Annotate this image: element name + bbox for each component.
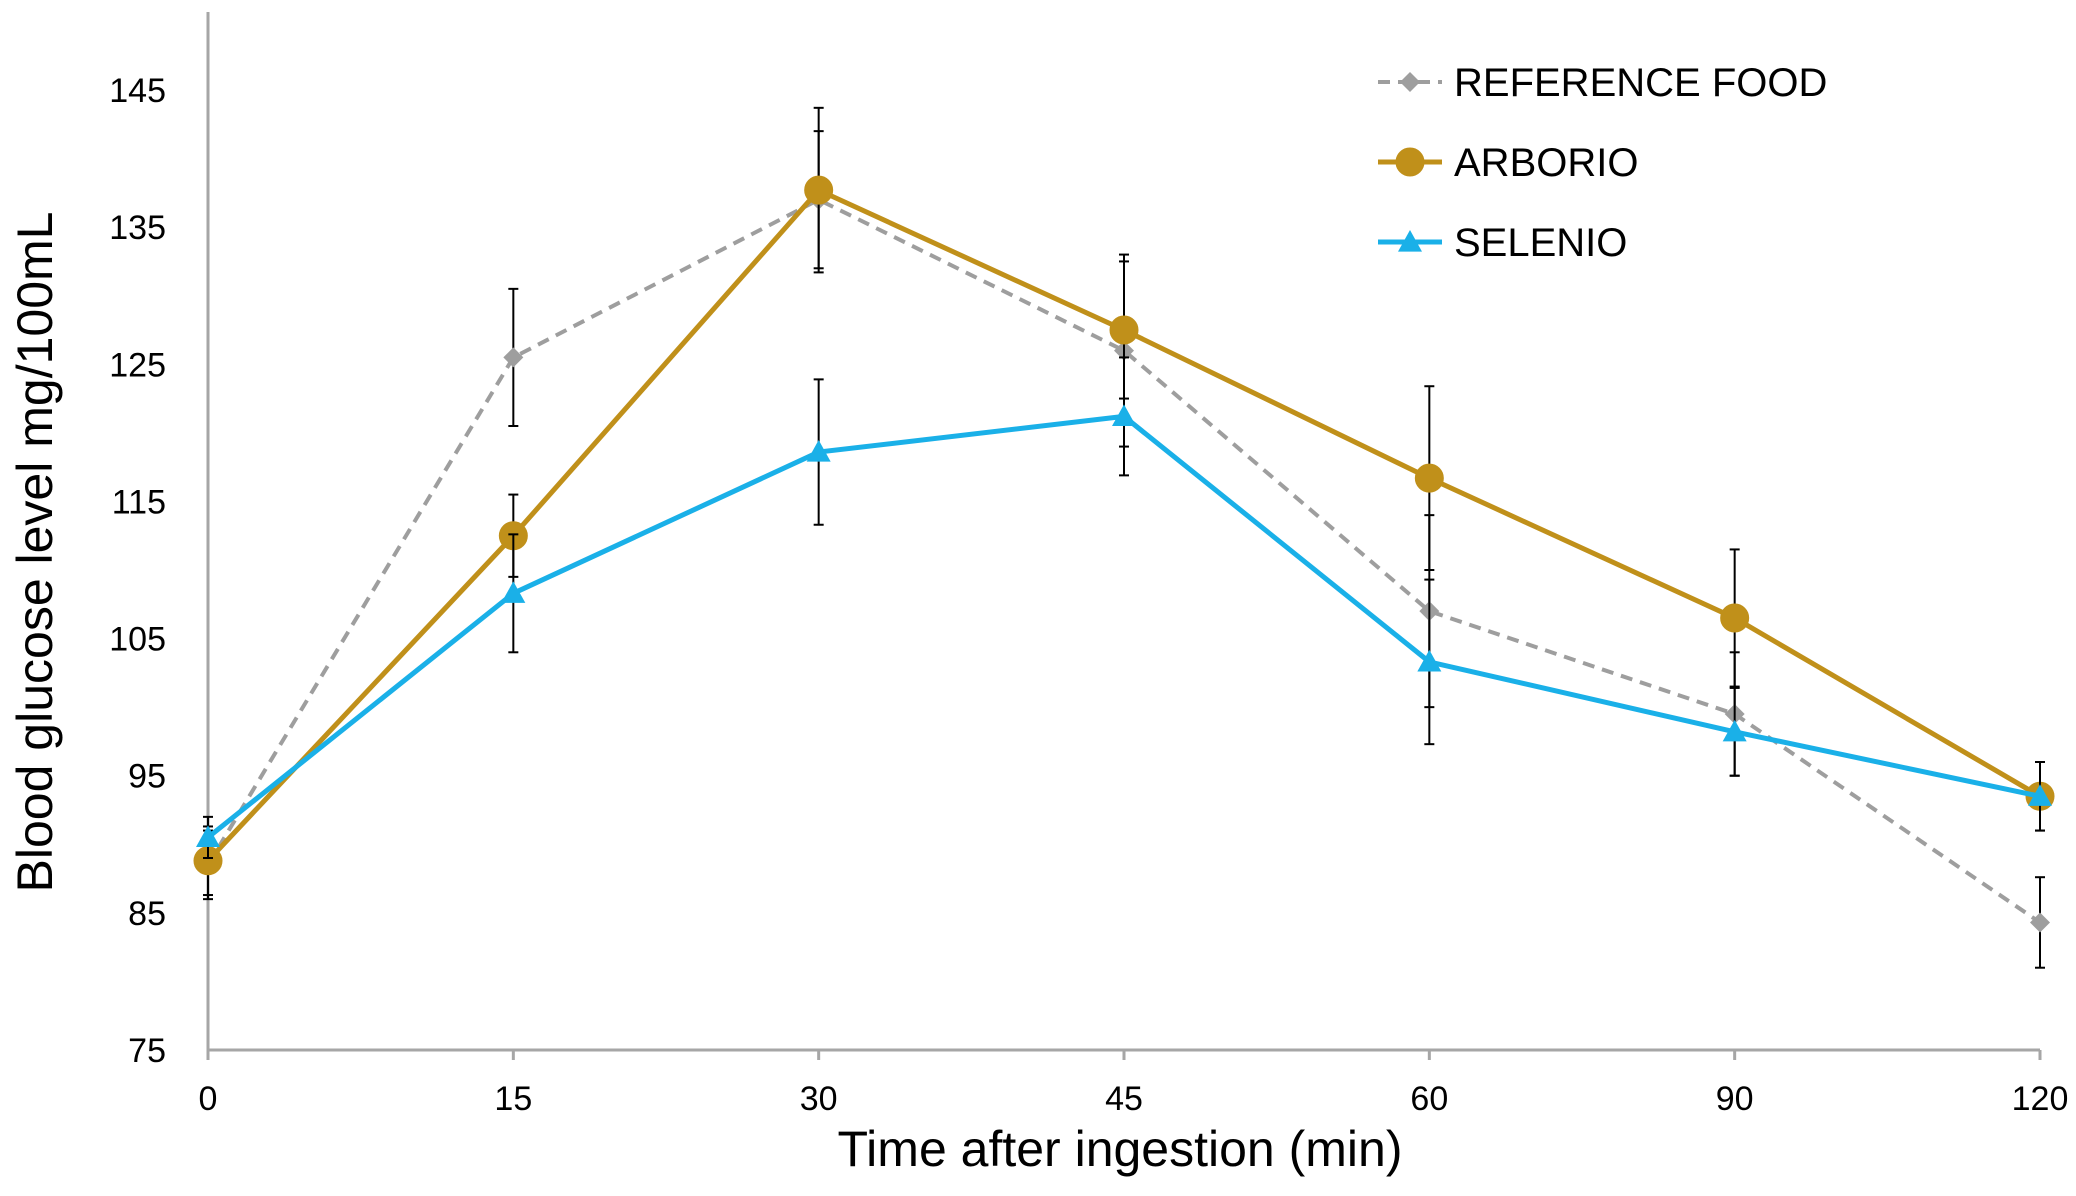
series-arborio [193,106,2055,897]
data-point [804,175,834,205]
y-tick-label: 115 [112,483,166,521]
data-point [1417,649,1442,672]
series-line [206,413,2041,840]
legend: REFERENCE FOOD ARBORIO SELENIO [1378,61,1827,265]
y-tick-label: 105 [109,621,166,659]
legend-item: REFERENCE FOOD [1378,61,1827,105]
data-point [503,347,524,368]
data-point [1414,463,1444,493]
x-axis-title: Time after ingestion (min) [838,1121,1403,1177]
y-tick-label: 95 [128,758,166,796]
y-tick-label: 125 [109,346,166,384]
x-tick-label: 60 [1410,1080,1448,1118]
series-layer [193,106,2055,969]
x-tick-label: 30 [800,1080,838,1118]
legend-item: SELENIO [1378,221,1627,265]
y-tick-label: 75 [128,1032,166,1070]
y-tick-label: 85 [128,895,166,933]
legend-item: ARBORIO [1378,141,1638,185]
x-tick-label: 15 [494,1080,532,1118]
x-tick-label: 45 [1105,1080,1143,1118]
x-axis-ticks: 0 15 30 45 60 90 120 [199,1050,2069,1118]
data-point [1109,315,1139,345]
data-point [2030,912,2050,933]
legend-label: REFERENCE FOOD [1454,61,1827,105]
x-tick-label: 90 [1716,1080,1754,1118]
data-point [2028,784,2052,806]
data-point [1722,719,1747,742]
data-point [196,825,220,848]
y-tick-label: 145 [109,72,166,110]
series-reference-food [198,130,2050,969]
legend-label: SELENIO [1454,221,1627,265]
series-selenio [196,356,2052,859]
data-point [501,581,526,603]
data-point [1720,603,1750,633]
legend-marker [1398,230,1422,252]
data-point [806,440,831,462]
x-tick-label: 120 [2012,1080,2069,1118]
legend-marker [1400,72,1420,92]
legend-marker [1395,147,1425,177]
x-tick-label: 0 [199,1080,218,1118]
y-axis-ticks: 75 85 95 105 115 125 135 145 [109,72,166,1070]
legend-label: ARBORIO [1454,141,1638,185]
y-tick-label: 135 [109,209,166,247]
y-axis-title: Blood glucose level mg/100mL [7,212,63,893]
data-point [1112,404,1136,426]
axes [206,12,2040,1052]
